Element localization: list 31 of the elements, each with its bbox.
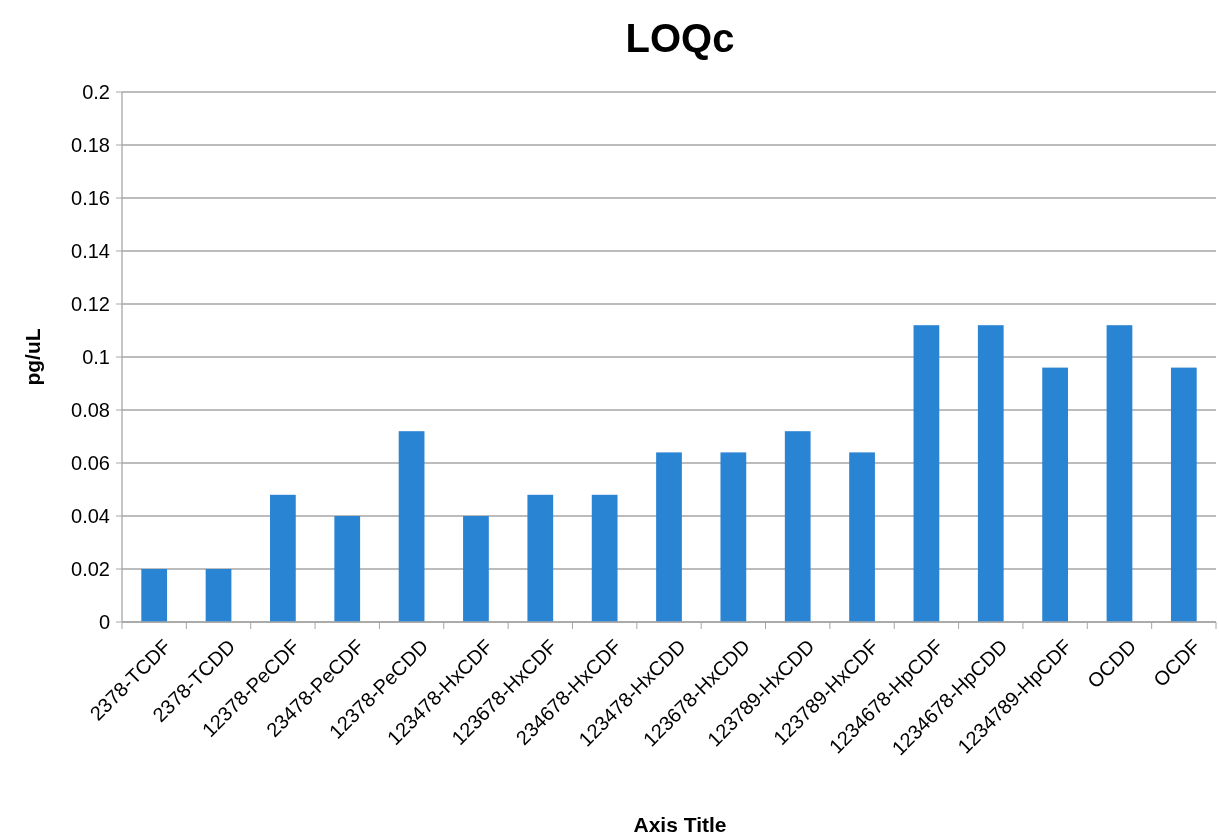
- y-tick-label: 0.06: [71, 452, 110, 474]
- y-tick-label: 0.08: [71, 399, 110, 421]
- y-tick-label: 0.18: [71, 134, 110, 156]
- bar: [656, 452, 682, 622]
- bar: [334, 516, 361, 622]
- y-tick-label: 0.2: [82, 81, 110, 103]
- bar: [849, 452, 875, 622]
- bar: [1170, 367, 1197, 622]
- bar: [463, 516, 489, 622]
- y-tick-label: 0.1: [82, 346, 110, 368]
- y-axis-title: pg/uL: [21, 328, 44, 386]
- chart-title: LOQc: [625, 16, 735, 60]
- y-tick-label: 0.12: [71, 293, 110, 315]
- y-tick-label: 0.04: [71, 505, 110, 527]
- y-tick-label: 0.16: [71, 187, 110, 209]
- bar: [784, 431, 811, 622]
- bar: [1106, 325, 1133, 622]
- bar: [398, 431, 425, 622]
- bar: [205, 569, 232, 622]
- bar: [591, 494, 618, 622]
- bar: [270, 494, 296, 622]
- bar: [527, 494, 554, 622]
- bar: [720, 452, 747, 622]
- bar: [913, 325, 940, 622]
- bar: [977, 325, 1004, 622]
- y-tick-label: 0.14: [71, 240, 110, 262]
- y-tick-label: 0.02: [71, 558, 110, 580]
- x-axis-title: Axis Title: [633, 813, 727, 836]
- bar: [141, 569, 168, 622]
- bar: [1042, 367, 1068, 622]
- y-tick-label: 0: [98, 611, 110, 633]
